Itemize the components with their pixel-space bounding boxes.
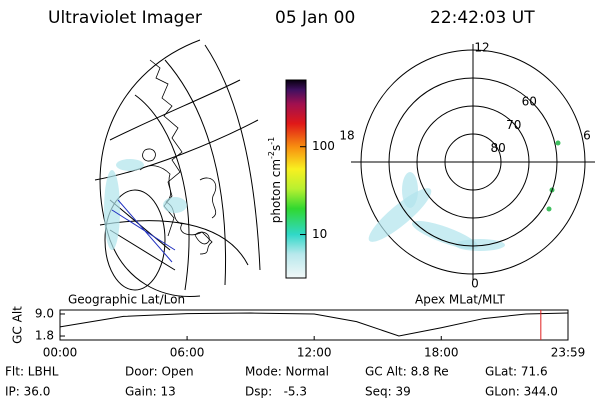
- aurora-spot: [555, 140, 561, 146]
- altitude-curve: [59, 312, 569, 337]
- label-part: -1: [267, 137, 276, 145]
- x-tick-label: 18:00: [424, 346, 459, 360]
- colorbar-tick-label: 10: [312, 227, 327, 241]
- date: 05 Jan 00: [275, 8, 355, 28]
- info-field: GLat: 71.6: [485, 365, 548, 379]
- aurora-blob: [455, 239, 505, 251]
- title: Ultraviolet Imager: [48, 8, 202, 28]
- info-field: GLon: 344.0: [485, 385, 558, 399]
- info-field: GC Alt: 8.8 Re: [365, 365, 449, 379]
- lat-label: 70: [506, 118, 521, 132]
- aurora-geographic: [104, 159, 187, 250]
- altitude-label: GC Alt: [11, 306, 25, 344]
- globe: [94, 39, 261, 298]
- lat-label: 60: [522, 95, 537, 109]
- mlt-label: 0: [471, 277, 479, 291]
- time: 22:42:03 UT: [430, 8, 535, 28]
- info-field: Seq: 39: [365, 385, 411, 399]
- info-field: Gain: 13: [125, 385, 176, 399]
- mlt-label: 6: [583, 129, 591, 143]
- x-tick-label: 06:00: [170, 346, 205, 360]
- mlt-label: 18: [339, 129, 354, 143]
- colorbar: [285, 79, 307, 279]
- info-field: Dsp: -5.3: [245, 385, 307, 399]
- info-field: IP: 36.0: [5, 385, 50, 399]
- x-tick-label: 00:00: [43, 346, 78, 360]
- polar-caption: Apex MLat/MLT: [415, 293, 505, 307]
- aurora-blob: [402, 172, 418, 208]
- colorbar-tick-label: 100: [312, 139, 335, 153]
- aurora-spot: [546, 206, 552, 212]
- y-tick-label: 9.0: [35, 306, 54, 320]
- info-field: Door: Open: [125, 365, 194, 379]
- info-field: Flt: LBHL: [5, 365, 59, 379]
- info-field: Mode: Normal: [245, 365, 329, 379]
- label-part: -2: [267, 151, 276, 159]
- mlt-label: 12: [474, 41, 489, 55]
- label-part: photon cm: [269, 159, 283, 223]
- globe-caption: Geographic Lat/Lon: [68, 293, 185, 307]
- lat-label: 80: [491, 141, 506, 155]
- x-tick-label: 12:00: [297, 346, 332, 360]
- x-tick-label: 23:59: [551, 346, 586, 360]
- y-tick-label: 1.8: [35, 329, 54, 343]
- colorbar-label: photon cm-2s-1: [267, 137, 283, 224]
- label-part: s: [269, 145, 283, 151]
- globe-blue-lines: [111, 199, 176, 263]
